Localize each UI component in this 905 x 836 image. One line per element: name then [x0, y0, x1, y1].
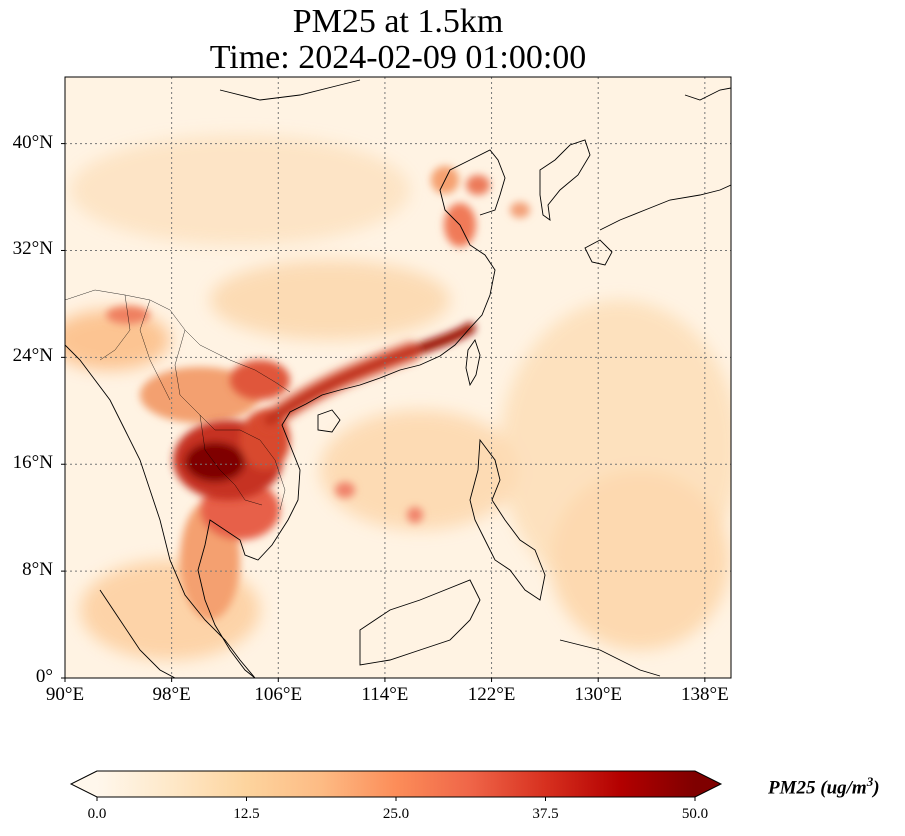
mongolia-border: [219, 79, 361, 101]
philippines: [469, 438, 546, 601]
plume-central-china: [210, 260, 450, 340]
colorbar-tick-label: 0.0: [87, 806, 107, 822]
plume-pacific-south: [550, 470, 730, 650]
pm25-field: [65, 77, 731, 678]
hainan: [317, 409, 341, 433]
map-title-line-1: PM25 at 1.5km: [292, 3, 504, 40]
gridlines: [65, 77, 731, 678]
coastlines: [65, 79, 731, 678]
plume-myanmar: [140, 367, 260, 423]
lon-tick-label: 130°E: [574, 684, 623, 705]
taiwan: [465, 339, 481, 387]
colorbar-extend-min: [71, 771, 97, 797]
hotspot-bohai: [466, 175, 490, 195]
lat-tick-label: 0°: [35, 666, 53, 687]
plume-north: [70, 135, 410, 245]
lon-tick-label: 122°E: [467, 684, 516, 705]
lon-tick-label: 114°E: [361, 684, 409, 705]
borders: [65, 289, 291, 511]
lat-tick-label: 8°N: [22, 559, 53, 581]
colorbar-extend-max: [695, 771, 721, 797]
lon-tick-label: 106°E: [254, 684, 303, 705]
colorbar-tick-label: 50.0: [681, 806, 709, 822]
map-frame: [64, 76, 732, 679]
hotspot-yellow-sea: [510, 202, 530, 218]
lon-tick-label: 138°E: [680, 684, 729, 705]
lon-tick-label: 98°E: [152, 684, 191, 705]
lat-tick-label: 24°N: [12, 345, 53, 367]
colorbar-gradient: [97, 771, 695, 797]
hotspot-sea-2: [407, 507, 423, 523]
plume-bangladesh: [65, 310, 170, 370]
lon-tick-label: 90°E: [45, 684, 85, 705]
colorbar-tick-label: 37.5: [532, 806, 559, 822]
new-guinea-coast: [559, 639, 661, 677]
lat-tick-label: 16°N: [12, 452, 53, 474]
colorbar-tick-label: 25.0: [382, 806, 410, 822]
axis-ticks: [61, 143, 706, 682]
lat-tick-label: 40°N: [12, 131, 53, 153]
colorbar-label: PM25 (ug/m3): [768, 774, 880, 799]
core-yunnan: [230, 360, 290, 400]
map-title-line-2: Time: 2024-02-09 01:00:00: [209, 39, 587, 76]
colorbar-tick-label: 12.5: [233, 806, 260, 822]
core-max: [185, 442, 245, 482]
sumatra: [99, 589, 176, 678]
lat-tick-label: 32°N: [12, 238, 53, 260]
colorbar: [69, 770, 723, 801]
borneo: [359, 579, 481, 666]
hotspot-sea: [335, 482, 355, 498]
